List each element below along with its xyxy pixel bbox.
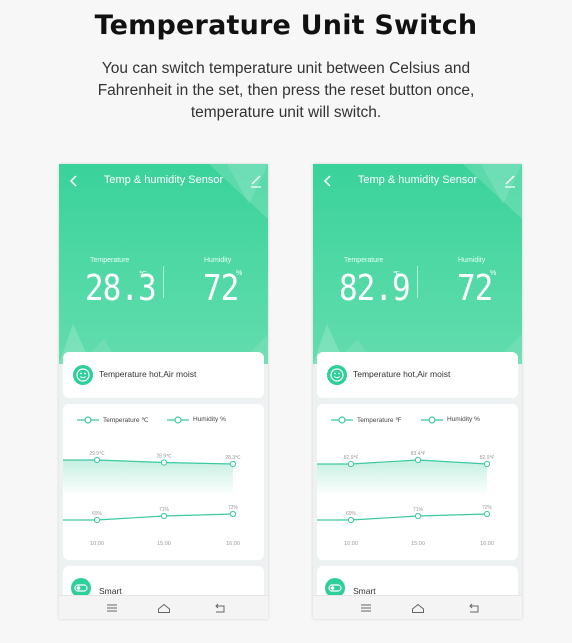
smart-toggle-icon (325, 578, 345, 598)
screen-title: Temp & humidity Sensor (103, 174, 224, 186)
system-nav-bar (313, 595, 522, 619)
humidity-point (483, 510, 491, 518)
menu-icon[interactable] (105, 602, 119, 614)
back-arrow-icon[interactable] (321, 174, 335, 188)
back-nav-icon[interactable] (467, 602, 481, 614)
description-line-2: Fahrenheit in the set, then press the re… (97, 82, 475, 99)
humidity-point (160, 512, 168, 520)
x-tick-label: 10:00 (344, 541, 358, 547)
system-nav-bar (59, 595, 268, 619)
humidity-data-label: 69% (92, 511, 103, 517)
humidity-label: Humidity (204, 257, 232, 264)
temperature-line (317, 459, 488, 465)
humidity-point (347, 516, 355, 524)
edit-icon[interactable] (250, 174, 262, 188)
back-nav-icon[interactable] (213, 602, 227, 614)
status-card[interactable]: Temperature hot,Air moist (63, 352, 264, 398)
humidity-point (414, 512, 422, 520)
legend-humidity: Humidity % (193, 416, 226, 423)
page-heading: Temperature Unit Switch (94, 10, 478, 41)
temperature-value: 82.9 (339, 268, 411, 310)
legend-humidity-icon (421, 416, 443, 424)
reading-divider (417, 266, 418, 298)
x-tick-label: 15:00 (157, 541, 171, 547)
history-chart-card: Temperature ℃ Humidity % 29.9℃ 28.9℃ 28.3℃… (63, 404, 264, 560)
x-tick-label: 16:00 (480, 541, 494, 547)
nav-bar: Temp & humidity Sensor (59, 172, 268, 192)
temperature-unit: ℃ (139, 271, 147, 278)
humidity-value: 72 (457, 268, 493, 310)
x-tick-label: 16:00 (226, 541, 240, 547)
legend-temp-icon (331, 416, 353, 424)
temperature-data-label: 83.4℉ (411, 451, 426, 457)
x-tick-label: 15:00 (411, 541, 425, 547)
nav-bar: Temp & humidity Sensor (313, 172, 522, 192)
smiley-face-icon (73, 365, 93, 385)
temperature-line (63, 459, 234, 465)
smart-toggle-icon (71, 578, 91, 598)
phone-fahrenheit: Temp & humidity Sensor Temperature 82.9 … (313, 164, 522, 619)
temperature-data-label: 28.9℃ (156, 454, 172, 460)
temperature-area (63, 460, 233, 494)
home-icon[interactable] (157, 602, 171, 614)
status-text: Temperature hot,Air moist (353, 369, 451, 379)
menu-icon[interactable] (359, 602, 373, 614)
temperature-point (229, 460, 237, 468)
temperature-point (160, 459, 168, 466)
humidity-line (63, 513, 234, 521)
history-chart: 82.9℉ 83.4℉ 82.9℉ 69% 71% 72% 10:00 15:00 16:00 (317, 451, 495, 547)
humidity-point (93, 516, 101, 524)
history-chart-card: Temperature ℉ Humidity % 82.9℉ 83.4℉ 82.9℉… (317, 404, 518, 560)
humidity-line (317, 513, 488, 521)
description-line-1: You can switch temperature unit between … (101, 60, 471, 77)
humidity-data-label: 71% (159, 507, 170, 513)
humidity-unit: % (490, 270, 497, 277)
temperature-label: Temperature (344, 257, 384, 264)
humidity-point (229, 510, 237, 518)
temperature-point (414, 456, 422, 464)
temperature-unit: ℉ (393, 271, 400, 278)
smiley-face-icon (327, 365, 347, 385)
temperature-value: 28.3 (85, 268, 157, 310)
decor-triangles (59, 164, 268, 364)
legend-temperature: Temperature ℃ (103, 417, 149, 424)
back-arrow-icon[interactable] (67, 174, 81, 188)
description-line-3: temperature unit will switch. (190, 104, 382, 121)
temperature-point (483, 460, 491, 468)
decor-triangles (313, 164, 522, 364)
legend-humidity-icon (167, 416, 189, 424)
temperature-data-label: 28.3℃ (225, 455, 241, 461)
description: You can switch temperature unit between … (60, 58, 512, 124)
status-text: Temperature hot,Air moist (99, 369, 197, 379)
temperature-label: Temperature (90, 257, 130, 264)
smart-label: Smart (99, 586, 122, 596)
phone-celsius: Temp & humidity Sensor Temperature 28.3 … (59, 164, 268, 619)
humidity-data-label: 69% (346, 511, 357, 517)
humidity-label: Humidity (458, 257, 486, 264)
edit-icon[interactable] (504, 174, 516, 188)
home-icon[interactable] (411, 602, 425, 614)
humidity-unit: % (236, 270, 243, 277)
temperature-point (93, 456, 101, 464)
temperature-data-label: 82.9℉ (344, 455, 359, 461)
humidity-data-label: 72% (482, 505, 493, 511)
temperature-area (317, 460, 487, 494)
temperature-data-label: 29.9℃ (89, 451, 105, 457)
header-area: Temp & humidity Sensor Temperature 82.9 … (313, 164, 522, 364)
status-card[interactable]: Temperature hot,Air moist (317, 352, 518, 398)
x-tick-label: 10:00 (90, 541, 104, 547)
smart-label: Smart (353, 586, 376, 596)
history-chart: 29.9℃ 28.9℃ 28.3℃ 69% 71% 72% 10:00 15:00 16:00 (63, 451, 241, 547)
humidity-data-label: 71% (413, 507, 424, 513)
legend-humidity: Humidity % (447, 416, 480, 423)
humidity-value: 72 (203, 268, 239, 310)
legend-temperature: Temperature ℉ (357, 417, 402, 424)
humidity-data-label: 72% (228, 505, 239, 511)
reading-divider (163, 266, 164, 298)
screen-title: Temp & humidity Sensor (357, 174, 478, 186)
temperature-point (347, 460, 355, 468)
header-area: Temp & humidity Sensor Temperature 28.3 … (59, 164, 268, 364)
temperature-data-label: 82.9℉ (480, 455, 495, 461)
legend-temp-icon (77, 416, 99, 424)
